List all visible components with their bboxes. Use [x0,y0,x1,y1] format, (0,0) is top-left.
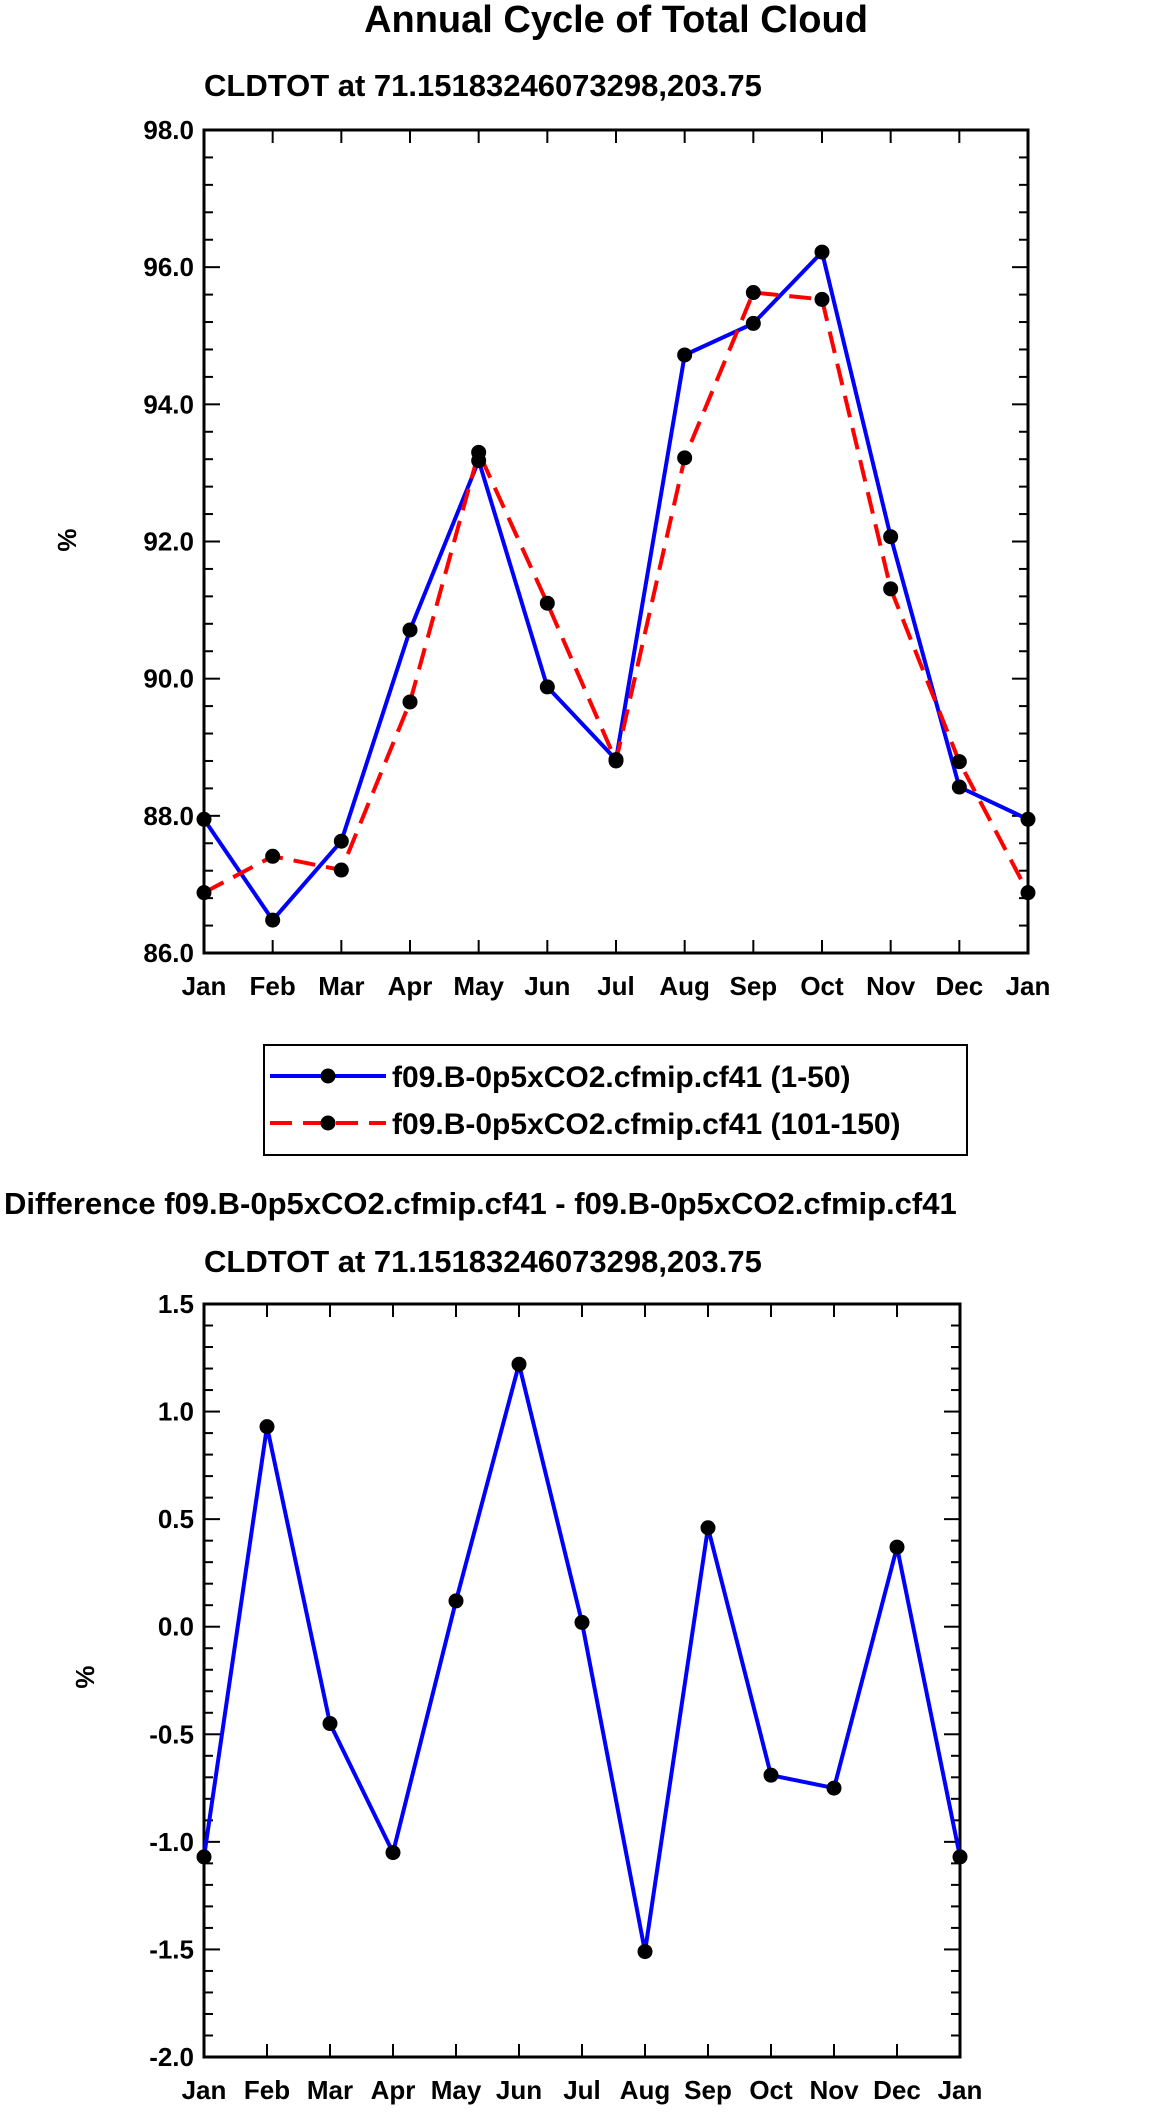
chart1-series-2-point [608,753,624,769]
chart2-x-tick-label: Jan [182,2075,227,2105]
chart1-x-tick-label: Oct [800,971,844,1001]
chart1-series-2-point [333,862,349,878]
chart1-series-1-point [677,347,693,363]
chart2-series-1-point [385,1845,401,1861]
chart1-series-1-point [196,811,212,827]
chart1-series-2-point [196,885,212,901]
chart2-y-tick-label: 1.0 [158,1397,194,1427]
chart2-plot: Jan Feb Mar Apr May Jun Jul Aug Sep Oct Nov Dec Jan-… [149,1289,982,2105]
chart2-y-axis-label: % [70,1665,100,1688]
chart1-y-axis-label: % [52,528,82,551]
chart1-x-tick-label: Mar [318,971,364,1001]
chart2-x-tick-label: Nov [809,2075,859,2105]
chart2-series-1-point [763,1767,779,1783]
chart2-x-tick-label: Jul [563,2075,601,2105]
chart1-y-tick-label: 92.0 [143,527,194,557]
chart2-series-1-point [448,1593,464,1609]
chart2-y-tick-label: 0.0 [158,1612,194,1642]
chart2-x-tick-label: Jun [496,2075,542,2105]
chart1-series-1-line [202,250,1029,923]
chart1-title: Annual Cycle of Total Cloud [364,0,868,41]
chart1-series-2-point [745,285,761,301]
chart1-series-2-point [814,291,830,307]
chart2-y-tick-label: -1.0 [149,1827,194,1857]
chart1-series-1-point [745,315,761,331]
chart1-series-2-point [1020,885,1036,901]
chart2-x-tick-label: Apr [371,2075,416,2105]
chart1-series-1-point [814,244,830,260]
chart1-y-tick-label: 86.0 [143,938,194,968]
chart2-series-1-point [952,1849,968,1865]
chart1-frame [202,128,1030,955]
chart2-series-1-point [826,1780,842,1796]
chart1-y-tick-label: 94.0 [143,389,194,419]
chart1-x-tick-label: Feb [250,971,296,1001]
chart2-x-tick-label: Feb [244,2075,290,2105]
chart2-series-1-point [322,1716,338,1732]
chart1-series-1-point [265,912,281,928]
chart1-x-tick-label: Jul [597,971,635,1001]
chart1-series-1-point [951,779,967,795]
chart2-series-1-point [196,1849,212,1865]
chart1-plot: Jan Feb Mar Apr May Jun Jul Aug Sep Oct Nov Dec Jan8… [143,115,1050,1001]
legend-label-2: f09.B-0p5xCO2.cfmip.cf41 (101-150) [392,1108,901,1141]
chart2-x-tick-label: Aug [620,2075,671,2105]
chart1-x-tick-label: Jan [182,971,227,1001]
legend-box [263,1044,968,1156]
chart1-series-2-point [677,450,693,466]
legend-label-1: f09.B-0p5xCO2.cfmip.cf41 (1-50) [392,1061,851,1094]
chart2-title: Difference f09.B-0p5xCO2.cfmip.cf41 - f0… [4,1186,957,1221]
chart1-series-2-point [265,848,281,864]
chart2-series-1-point [259,1419,275,1435]
chart1-series-1-point [539,679,555,695]
chart2-y-tick-label: -1.5 [149,1934,194,1964]
chart1-y-tick-label: 90.0 [143,664,194,694]
chart2-subtitle: CLDTOT at 71.15183246073298,203.75 [204,1244,762,1279]
chart2-y-tick-label: -2.0 [149,2042,194,2072]
legend-marker-2 [320,1115,336,1131]
chart1-series-2-point [951,754,967,770]
chart1-y-tick-label: 98.0 [143,115,194,145]
chart2-y-tick-label: 0.5 [158,1504,194,1534]
legend-marker-1 [320,1068,336,1084]
chart2-x-tick-label: Oct [749,2075,793,2105]
chart1-x-tick-label: Apr [388,971,433,1001]
chart2-x-tick-label: Mar [307,2075,353,2105]
chart1-x-tick-label: May [453,971,504,1001]
chart1-series-2-point [539,595,555,611]
chart2-series-1-point [637,1944,653,1960]
chart1-x-tick-label: Jan [1006,971,1051,1001]
chart2-x-tick-label: Jan [938,2075,983,2105]
chart1-x-tick-label: Jun [524,971,570,1001]
chart2-series-1-point [700,1520,716,1536]
chart2-series-1-point [511,1356,527,1372]
chart1-series-1-point [883,529,899,545]
chart1-x-tick-label: Nov [866,971,916,1001]
chart2-x-tick-label: May [431,2075,482,2105]
chart1-subtitle: CLDTOT at 71.15183246073298,203.75 [204,68,762,103]
chart1-x-tick-label: Dec [935,971,983,1001]
chart1-series-2-point [883,581,899,597]
chart1-x-tick-label: Aug [659,971,710,1001]
chart2-series-1-point [574,1614,590,1630]
chart2-y-tick-label: -0.5 [149,1719,194,1749]
chart2-y-tick-label: 1.5 [158,1289,194,1319]
chart1-y-tick-label: 96.0 [143,252,194,282]
chart2-frame [202,1302,962,2059]
chart2-x-tick-label: Sep [684,2075,732,2105]
chart2-x-tick-label: Dec [873,2075,921,2105]
chart1-series-1-point [1020,811,1036,827]
chart1-series-2-point [402,694,418,710]
chart1-x-tick-label: Sep [729,971,777,1001]
chart1-series-1-point [402,622,418,638]
chart2-series-1-line [202,1362,962,1954]
chart1-series-2-point [471,444,487,460]
chart1-y-tick-label: 88.0 [143,801,194,831]
chart2-series-1-point [889,1539,905,1555]
chart1-legend: f09.B-0p5xCO2.cfmip.cf41 (1-50) f09.B-0p5… [263,1044,968,1156]
chart1-series-1-point [333,833,349,849]
